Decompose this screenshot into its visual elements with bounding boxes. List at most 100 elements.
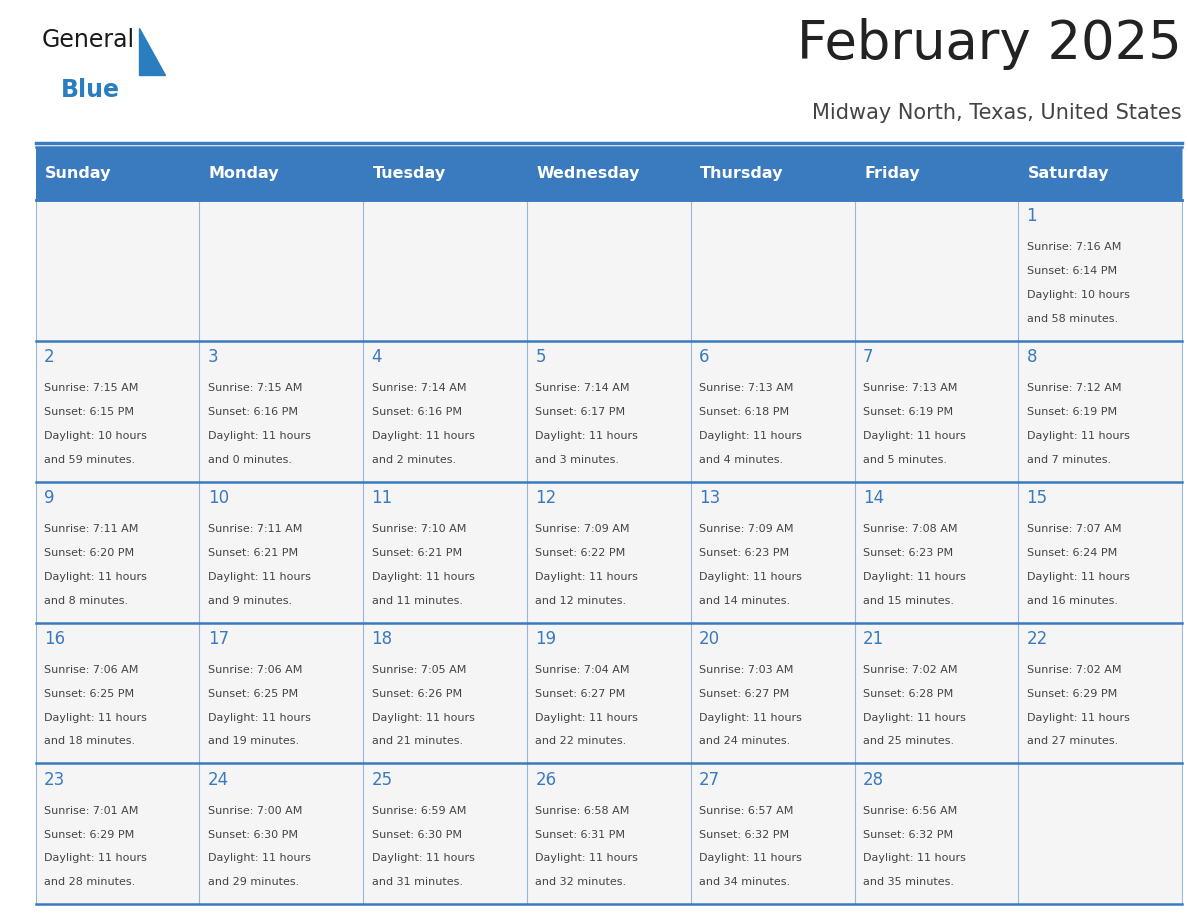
Bar <box>36 482 200 622</box>
Bar <box>200 341 364 482</box>
Text: Sunset: 6:29 PM: Sunset: 6:29 PM <box>1026 688 1117 699</box>
Text: Daylight: 10 hours: Daylight: 10 hours <box>1026 290 1130 300</box>
Text: Sunrise: 7:06 AM: Sunrise: 7:06 AM <box>44 665 138 675</box>
Text: Sunrise: 7:09 AM: Sunrise: 7:09 AM <box>536 524 630 534</box>
Bar <box>364 482 527 622</box>
Text: Sunset: 6:20 PM: Sunset: 6:20 PM <box>44 548 134 558</box>
Text: Sunrise: 7:14 AM: Sunrise: 7:14 AM <box>372 383 466 393</box>
Text: and 12 minutes.: and 12 minutes. <box>536 596 626 606</box>
Text: Midway North, Texas, United States: Midway North, Texas, United States <box>813 103 1182 123</box>
Text: Sunset: 6:31 PM: Sunset: 6:31 PM <box>536 830 625 839</box>
Bar <box>200 482 364 622</box>
Text: 17: 17 <box>208 630 229 648</box>
Text: Sunset: 6:21 PM: Sunset: 6:21 PM <box>208 548 298 558</box>
Text: Sunrise: 7:15 AM: Sunrise: 7:15 AM <box>208 383 302 393</box>
Text: 2: 2 <box>44 348 55 366</box>
Text: Daylight: 11 hours: Daylight: 11 hours <box>536 712 638 722</box>
Text: and 34 minutes.: and 34 minutes. <box>699 878 790 887</box>
Bar <box>1018 764 1182 904</box>
Text: Sunset: 6:25 PM: Sunset: 6:25 PM <box>44 688 134 699</box>
Bar <box>854 200 1018 341</box>
Bar <box>36 200 200 341</box>
Text: 9: 9 <box>44 489 55 507</box>
Text: and 59 minutes.: and 59 minutes. <box>44 454 135 465</box>
Text: 4: 4 <box>372 348 383 366</box>
Text: and 15 minutes.: and 15 minutes. <box>862 596 954 606</box>
Text: Daylight: 11 hours: Daylight: 11 hours <box>372 854 474 863</box>
Text: Sunset: 6:27 PM: Sunset: 6:27 PM <box>699 688 789 699</box>
Text: and 7 minutes.: and 7 minutes. <box>1026 454 1111 465</box>
Text: Thursday: Thursday <box>700 166 784 181</box>
Text: Sunrise: 7:13 AM: Sunrise: 7:13 AM <box>699 383 794 393</box>
Text: 3: 3 <box>208 348 219 366</box>
Text: and 8 minutes.: and 8 minutes. <box>44 596 128 606</box>
Text: Daylight: 11 hours: Daylight: 11 hours <box>208 431 310 441</box>
Text: Daylight: 11 hours: Daylight: 11 hours <box>44 712 147 722</box>
Bar <box>527 764 690 904</box>
Text: 14: 14 <box>862 489 884 507</box>
Text: 5: 5 <box>536 348 545 366</box>
Text: Daylight: 11 hours: Daylight: 11 hours <box>44 854 147 863</box>
Text: Sunset: 6:25 PM: Sunset: 6:25 PM <box>208 688 298 699</box>
Text: 20: 20 <box>699 630 720 648</box>
Text: Sunset: 6:16 PM: Sunset: 6:16 PM <box>208 407 298 417</box>
Text: Sunrise: 7:15 AM: Sunrise: 7:15 AM <box>44 383 138 393</box>
Bar <box>854 341 1018 482</box>
Bar <box>527 622 690 764</box>
Text: Daylight: 11 hours: Daylight: 11 hours <box>372 431 474 441</box>
Text: 23: 23 <box>44 771 65 789</box>
Text: Sunrise: 7:14 AM: Sunrise: 7:14 AM <box>536 383 630 393</box>
Text: Wednesday: Wednesday <box>537 166 640 181</box>
Text: Sunrise: 7:04 AM: Sunrise: 7:04 AM <box>536 665 630 675</box>
Bar <box>854 622 1018 764</box>
Text: Sunset: 6:32 PM: Sunset: 6:32 PM <box>699 830 789 839</box>
Text: Daylight: 11 hours: Daylight: 11 hours <box>699 431 802 441</box>
Text: and 4 minutes.: and 4 minutes. <box>699 454 783 465</box>
Text: Daylight: 11 hours: Daylight: 11 hours <box>372 712 474 722</box>
Text: Saturday: Saturday <box>1028 166 1110 181</box>
Text: Daylight: 11 hours: Daylight: 11 hours <box>372 572 474 582</box>
Text: and 11 minutes.: and 11 minutes. <box>372 596 462 606</box>
Text: Sunrise: 7:11 AM: Sunrise: 7:11 AM <box>208 524 302 534</box>
Text: Sunset: 6:22 PM: Sunset: 6:22 PM <box>536 548 626 558</box>
Text: Sunset: 6:28 PM: Sunset: 6:28 PM <box>862 688 953 699</box>
Text: and 14 minutes.: and 14 minutes. <box>699 596 790 606</box>
Bar <box>1018 482 1182 622</box>
Text: Sunrise: 7:00 AM: Sunrise: 7:00 AM <box>208 806 302 815</box>
Bar <box>854 764 1018 904</box>
Text: Daylight: 11 hours: Daylight: 11 hours <box>699 572 802 582</box>
Text: General: General <box>42 28 134 51</box>
Text: Sunset: 6:30 PM: Sunset: 6:30 PM <box>208 830 298 839</box>
Text: Sunrise: 7:08 AM: Sunrise: 7:08 AM <box>862 524 958 534</box>
Text: Sunrise: 6:59 AM: Sunrise: 6:59 AM <box>372 806 466 815</box>
Text: Daylight: 11 hours: Daylight: 11 hours <box>862 854 966 863</box>
Bar <box>527 482 690 622</box>
Text: Daylight: 11 hours: Daylight: 11 hours <box>699 854 802 863</box>
Text: Tuesday: Tuesday <box>373 166 446 181</box>
Text: Sunrise: 6:56 AM: Sunrise: 6:56 AM <box>862 806 958 815</box>
Text: 1: 1 <box>1026 207 1037 226</box>
Text: and 28 minutes.: and 28 minutes. <box>44 878 135 887</box>
Text: Sunset: 6:24 PM: Sunset: 6:24 PM <box>1026 548 1117 558</box>
Text: Sunset: 6:18 PM: Sunset: 6:18 PM <box>699 407 789 417</box>
Bar <box>36 764 200 904</box>
Text: and 18 minutes.: and 18 minutes. <box>44 736 135 746</box>
Text: Daylight: 11 hours: Daylight: 11 hours <box>208 572 310 582</box>
Text: Sunrise: 7:06 AM: Sunrise: 7:06 AM <box>208 665 302 675</box>
Text: 18: 18 <box>372 630 392 648</box>
Text: and 9 minutes.: and 9 minutes. <box>208 596 292 606</box>
Bar <box>200 622 364 764</box>
Text: and 29 minutes.: and 29 minutes. <box>208 878 299 887</box>
Bar <box>36 341 200 482</box>
Text: and 21 minutes.: and 21 minutes. <box>372 736 462 746</box>
Text: Sunset: 6:19 PM: Sunset: 6:19 PM <box>1026 407 1117 417</box>
Text: Sunset: 6:14 PM: Sunset: 6:14 PM <box>1026 266 1117 276</box>
Text: 7: 7 <box>862 348 873 366</box>
Text: Blue: Blue <box>61 78 120 102</box>
Text: 27: 27 <box>699 771 720 789</box>
Text: and 58 minutes.: and 58 minutes. <box>1026 314 1118 324</box>
Bar <box>364 764 527 904</box>
Text: and 32 minutes.: and 32 minutes. <box>536 878 626 887</box>
Text: Sunrise: 7:16 AM: Sunrise: 7:16 AM <box>1026 242 1121 252</box>
Text: Sunrise: 7:11 AM: Sunrise: 7:11 AM <box>44 524 138 534</box>
